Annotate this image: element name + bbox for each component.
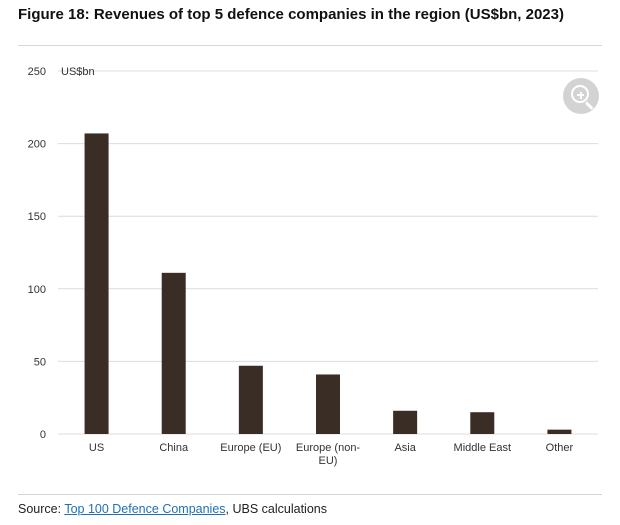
y-tick-label: 0 (40, 429, 46, 441)
source-note: Source: Top 100 Defence Companies, UBS c… (18, 502, 327, 516)
bar-chart: 0 50 100 150 200 250 US$bn US China Europe (EU) Eu… (28, 66, 598, 467)
x-tick-label: Other (546, 442, 574, 454)
bar (161, 272, 186, 434)
y-tick-label: 200 (28, 139, 46, 151)
x-tick-label: China (159, 442, 189, 454)
source-link[interactable]: Top 100 Defence Companies (64, 502, 226, 516)
x-tick-label: Europe (EU) (220, 442, 281, 454)
y-tick-label: 100 (28, 284, 46, 296)
x-tick-label: EU) (319, 455, 338, 467)
y-tick-label: 50 (34, 356, 46, 368)
top-divider (18, 45, 602, 46)
unit-label: US$bn (61, 66, 95, 78)
x-tick-label: US (89, 442, 104, 454)
x-tick-label: Middle East (454, 442, 511, 454)
bar (316, 374, 340, 434)
y-tick-label: 250 (28, 66, 46, 78)
chart-title: Figure 18: Revenues of top 5 defence com… (18, 6, 564, 23)
bottom-divider (18, 494, 602, 495)
y-tick-label: 150 (28, 211, 46, 223)
x-tick-label: Europe (non- (296, 442, 361, 454)
source-prefix: Source: (18, 502, 65, 516)
zoom-button[interactable] (563, 78, 599, 114)
bar (84, 133, 109, 434)
source-suffix: , UBS calculations (225, 502, 327, 516)
bar (393, 410, 418, 434)
bar (547, 429, 572, 434)
x-tick-label: Asia (394, 442, 416, 454)
bar (470, 412, 495, 434)
bar (238, 365, 263, 434)
